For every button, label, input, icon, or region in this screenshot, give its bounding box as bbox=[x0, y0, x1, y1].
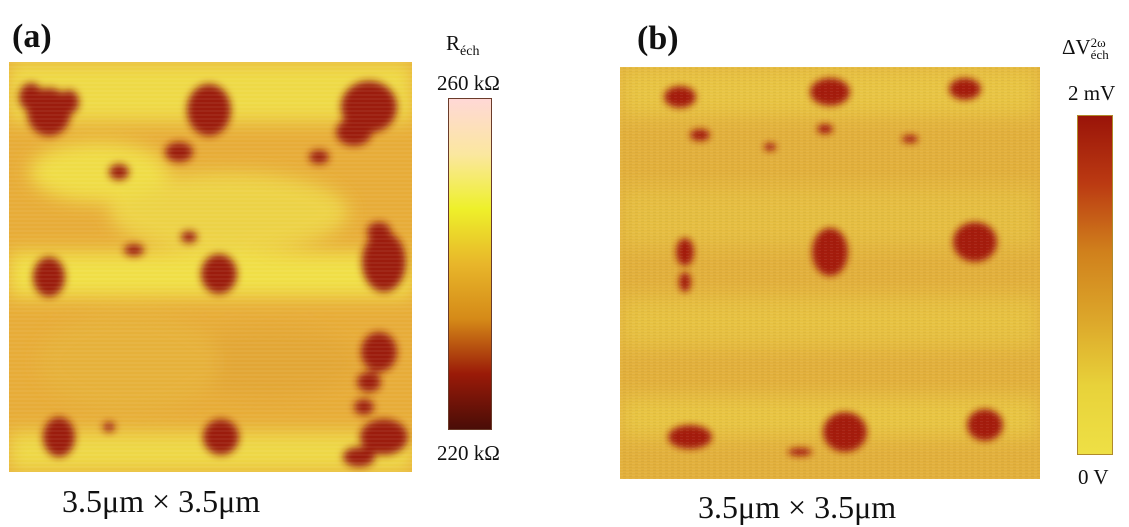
scale-label-a: 3.5μm × 3.5μm bbox=[62, 483, 261, 519]
colorbar-a-min-label: 220 kΩ bbox=[437, 441, 500, 465]
colorbar-a-title: Réch bbox=[446, 32, 479, 63]
colorbar-a bbox=[448, 98, 492, 430]
panel-a-label: (a) bbox=[12, 18, 52, 55]
scale-label-b: 3.5μm × 3.5μm bbox=[698, 489, 897, 525]
colorbar-b bbox=[1077, 115, 1113, 455]
colorbar-b-title: ΔV 2ω éch bbox=[1062, 36, 1109, 61]
colorbar-a-title-main: R bbox=[446, 31, 461, 55]
colorbar-b-title-sub: éch bbox=[1090, 47, 1109, 63]
colorbar-b-title-sup: 2ω bbox=[1090, 35, 1106, 51]
afm-map-b bbox=[620, 67, 1040, 479]
panel-b-label: (b) bbox=[637, 20, 679, 57]
colorbar-b-title-main: ΔV bbox=[1062, 35, 1091, 59]
colorbar-b-min-label: 0 V bbox=[1078, 465, 1109, 489]
afm-map-a bbox=[9, 62, 412, 472]
colorbar-b-max-label: 2 mV bbox=[1068, 81, 1116, 105]
colorbar-a-max-label: 260 kΩ bbox=[437, 71, 500, 95]
colorbar-a-title-sub: éch bbox=[460, 44, 480, 60]
